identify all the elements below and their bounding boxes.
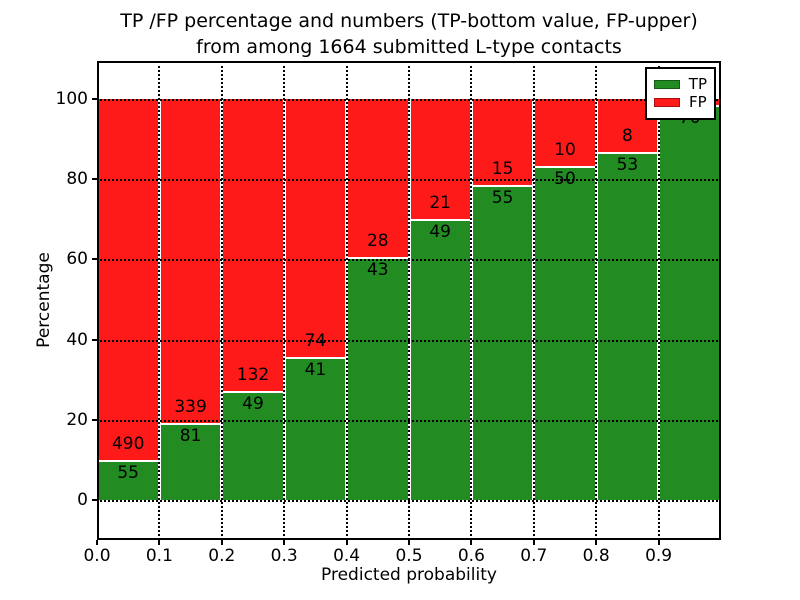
- bar-tp-segment: [596, 151, 659, 500]
- bar-tp-segment: [533, 165, 597, 500]
- gridline-horizontal: [97, 419, 721, 422]
- x-axis-label: Predicted probability: [321, 565, 497, 585]
- legend-label: FP: [689, 93, 707, 111]
- bar-fp-count-label: 10: [554, 139, 576, 160]
- y-axis-tick: [92, 499, 97, 501]
- chart-title-line1: TP /FP percentage and numbers (TP-bottom…: [120, 10, 698, 32]
- x-axis-tick: [408, 540, 410, 545]
- x-axis-tick: [96, 540, 98, 545]
- bar-fp-count-label: 74: [304, 331, 327, 352]
- y-tick-label: 20: [66, 409, 88, 430]
- y-tick-label: 100: [55, 89, 88, 109]
- x-tick-label: 0.1: [145, 546, 173, 566]
- y-tick-label: 0: [77, 490, 88, 510]
- x-tick-label: 0.8: [582, 546, 610, 566]
- x-axis-tick: [595, 540, 598, 545]
- bar-fp-count-label: 132: [236, 365, 270, 386]
- legend-swatch-fp-icon: [654, 98, 680, 107]
- bar-tp-count-label: 53: [616, 154, 639, 175]
- y-axis-tick: [92, 178, 97, 181]
- gridline-vertical: [220, 61, 223, 540]
- bar-fp-count-label: 490: [111, 433, 145, 454]
- gridline-vertical: [158, 61, 161, 540]
- bar-tp-segment: [97, 459, 160, 500]
- bar-tp-segment: [409, 219, 472, 500]
- bar-tp-count-label: 55: [117, 462, 140, 483]
- legend-label: TP: [688, 75, 707, 93]
- x-tick-label: 0.4: [333, 546, 361, 566]
- plot-area: 4905533981132497441284321491555105085317…: [97, 61, 721, 540]
- legend-entry: FP: [654, 95, 707, 110]
- legend-swatch-tp-icon: [654, 80, 680, 89]
- bar-fp-segment: [221, 99, 285, 392]
- x-tick-label: 0.6: [457, 546, 485, 566]
- bar-fp-count-label: 21: [429, 193, 452, 214]
- gridline-horizontal: [97, 179, 721, 182]
- bar-fp-count-label: 28: [366, 231, 389, 252]
- bar-tp-count-label: 50: [554, 168, 576, 189]
- bar-tp-segment: [346, 257, 409, 500]
- x-axis-tick: [532, 540, 535, 545]
- bar-fp-segment: [409, 99, 472, 220]
- bar-tp-count-label: 43: [366, 260, 389, 281]
- gridline-vertical: [657, 61, 660, 540]
- legend: TP FP: [645, 67, 716, 120]
- bar-fp-segment: [284, 99, 347, 358]
- chart-title: TP /FP percentage and numbers (TP-bottom…: [97, 8, 721, 60]
- gridline-vertical: [470, 61, 473, 540]
- y-axis-tick: [92, 98, 97, 100]
- bar-tp-count-label: 49: [242, 394, 264, 415]
- bar-tp-count-label: 41: [304, 360, 327, 381]
- x-axis-tick: [345, 540, 348, 545]
- y-tick-label: 40: [66, 329, 88, 350]
- x-axis-tick: [158, 540, 161, 545]
- gridline-vertical: [283, 61, 286, 540]
- x-tick-label: 0.9: [645, 546, 673, 566]
- gridline-horizontal: [97, 339, 721, 342]
- y-axis-tick: [92, 338, 97, 341]
- x-tick-label: 0.7: [520, 546, 548, 566]
- y-tick-label: 80: [66, 169, 88, 190]
- x-tick-label: 0.3: [270, 546, 298, 566]
- y-axis-label: Percentage: [34, 252, 54, 348]
- y-axis-tick: [92, 418, 97, 421]
- bar-tp-segment: [471, 184, 534, 500]
- y-tick-label: 60: [66, 249, 88, 270]
- bar-tp-segment: [284, 357, 347, 500]
- gridline-vertical: [532, 61, 535, 540]
- bar-fp-segment: [346, 99, 409, 258]
- x-tick-label: 0.5: [395, 546, 423, 566]
- x-tick-label: 0.2: [208, 546, 236, 566]
- x-tick-label: 0.0: [83, 546, 111, 566]
- bar-fp-segment: [533, 99, 597, 166]
- x-axis-tick: [657, 540, 660, 545]
- x-axis-tick: [220, 540, 223, 545]
- x-axis-tick: [470, 540, 473, 545]
- bar-tp-count-label: 55: [491, 187, 514, 208]
- bar-tp-count-label: 49: [429, 222, 452, 243]
- bar-tp-segment: [159, 422, 222, 500]
- chart-title-line2: from among 1664 submitted L-type contact…: [196, 36, 622, 58]
- bar-fp-count-label: 15: [491, 158, 514, 179]
- bar-tp-count-label: 81: [179, 425, 202, 446]
- gridline-vertical: [408, 61, 410, 540]
- gridline-horizontal: [97, 99, 721, 101]
- bar-fp-count-label: 339: [174, 396, 207, 417]
- bar-fp-count-label: 8: [621, 125, 633, 146]
- gridline-vertical: [345, 61, 348, 540]
- bar-tp-segment: [658, 104, 721, 500]
- gridline-horizontal: [97, 500, 721, 502]
- x-axis-tick: [283, 540, 286, 545]
- bar-fp-segment: [471, 99, 534, 185]
- gridline-vertical: [595, 61, 598, 540]
- bar-tp-segment: [221, 391, 285, 500]
- bar-fp-segment: [97, 99, 160, 460]
- gridline-horizontal: [97, 259, 721, 262]
- legend-entry: TP: [654, 77, 707, 92]
- y-axis-tick: [92, 258, 97, 261]
